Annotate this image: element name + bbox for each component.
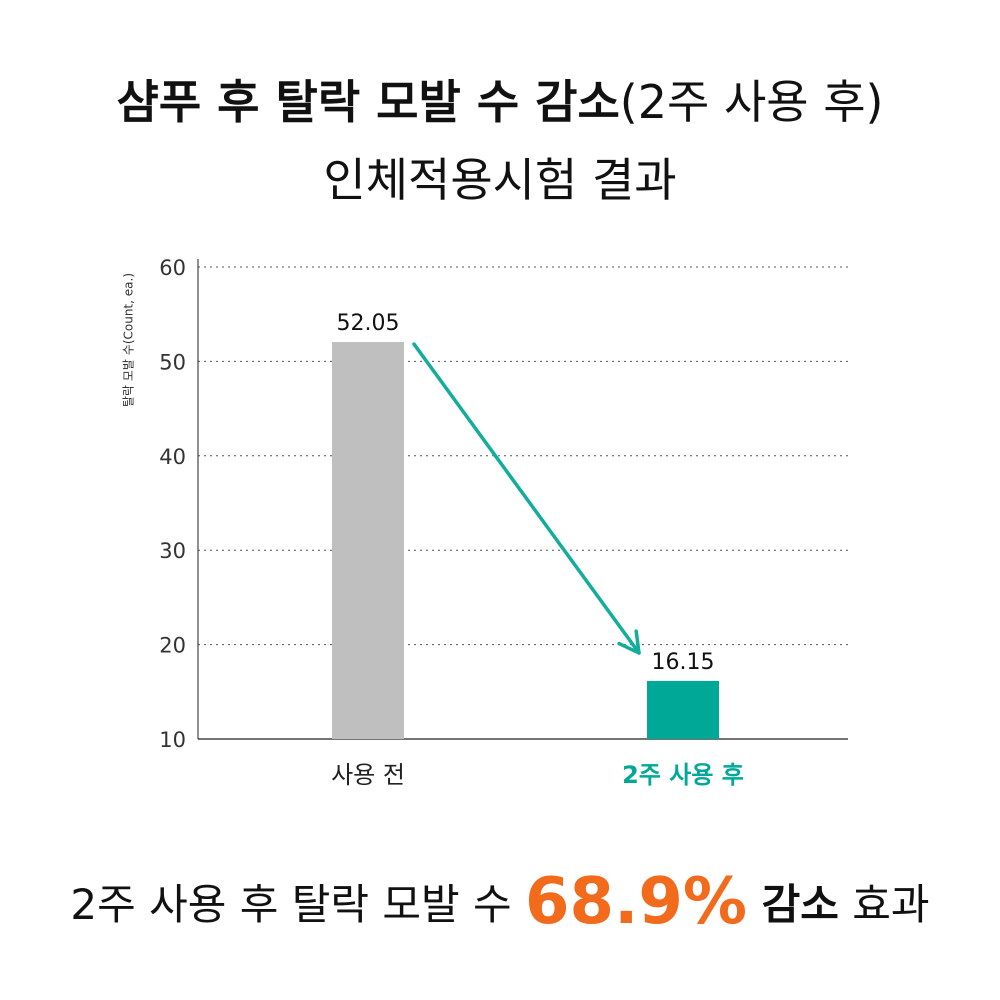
y-tick-label: 10 xyxy=(159,728,186,752)
data-label: 16.15 xyxy=(652,650,715,675)
summary-text: 2주 사용 후 탈락 모발 수 68.9% 감소 효과 xyxy=(0,862,1000,945)
title-main: 샴푸 후 탈락 모발 수 감소 xyxy=(116,75,620,129)
summary-suffix: 효과 xyxy=(838,880,930,929)
title-qualifier: (2주 사용 후) xyxy=(619,75,884,129)
y-tick-label: 60 xyxy=(159,256,186,280)
trend-arrow-line xyxy=(412,342,641,655)
summary-percentage: 68.9% xyxy=(525,865,748,939)
bar xyxy=(332,342,404,739)
x-tick-label: 사용 전 xyxy=(331,761,405,789)
y-tick-label: 40 xyxy=(159,445,186,469)
x-tick-label: 2주 사용 후 xyxy=(622,761,744,789)
y-tick-label: 30 xyxy=(159,539,186,563)
chart-title: 샴푸 후 탈락 모발 수 감소(2주 사용 후) xyxy=(0,70,1000,134)
bar xyxy=(647,680,719,739)
data-label: 52.05 xyxy=(337,311,400,336)
summary-prefix: 2주 사용 후 탈락 모발 수 xyxy=(70,880,525,929)
summary-decrease: 감소 xyxy=(747,880,839,929)
y-tick-label: 20 xyxy=(159,634,186,658)
chart-subtitle: 인체적용시험 결과 xyxy=(323,153,677,207)
trend-arrow-head xyxy=(617,629,641,655)
y-tick-label: 50 xyxy=(159,350,186,374)
